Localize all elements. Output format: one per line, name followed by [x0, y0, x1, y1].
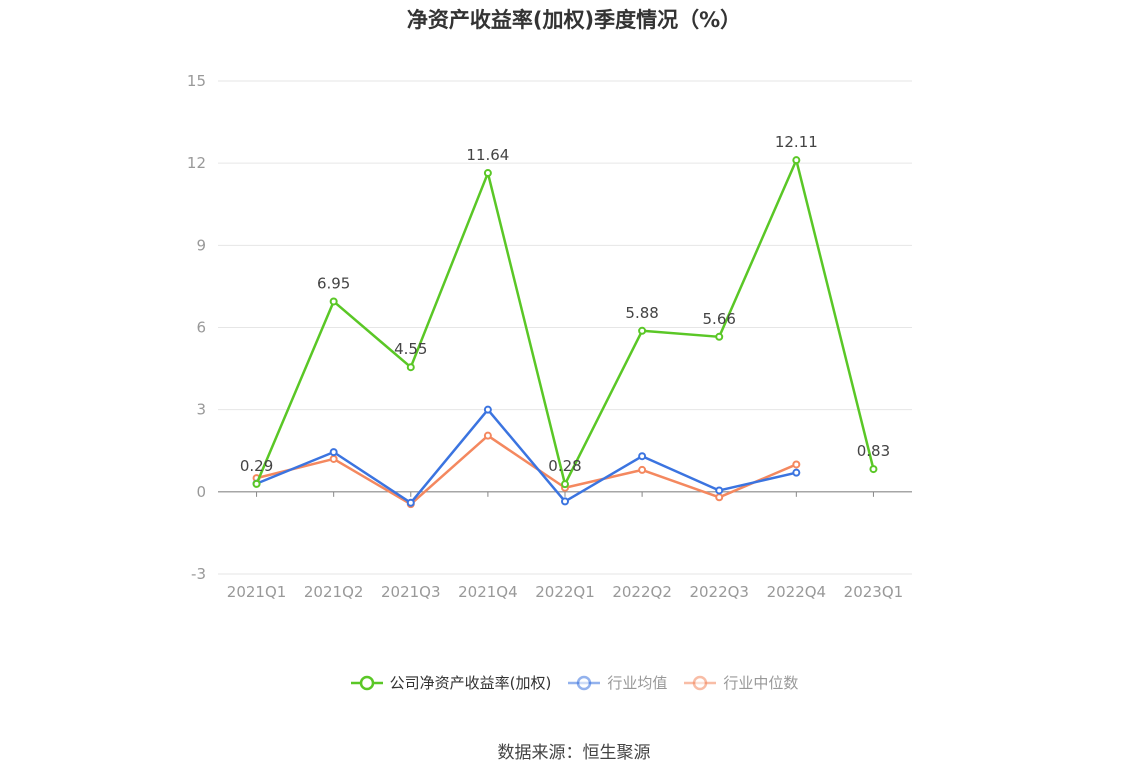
data-point	[792, 468, 801, 477]
data-label: 0.83	[857, 442, 890, 460]
y-tick-label: 12	[187, 154, 206, 172]
x-tick-label: 2021Q3	[381, 583, 441, 601]
y-tick-label: -3	[191, 565, 206, 583]
data-label: 11.64	[466, 146, 509, 164]
x-tick-label: 2021Q4	[458, 583, 518, 601]
data-point	[483, 431, 492, 440]
data-point	[329, 448, 338, 457]
x-tick-label: 2022Q2	[612, 583, 672, 601]
x-tick-label: 2021Q1	[227, 583, 287, 601]
legend-item[interactable]: 行业中位数	[683, 672, 798, 693]
data-label: 5.66	[703, 310, 736, 328]
data-label: 0.28	[548, 457, 581, 475]
y-tick-label: 15	[187, 72, 206, 90]
data-point	[406, 498, 415, 507]
data-point	[792, 156, 801, 165]
data-point	[715, 486, 724, 495]
legend-line-circle-icon	[568, 675, 601, 690]
data-point	[561, 480, 569, 489]
y-tick-label: 3	[196, 401, 206, 419]
data-point	[329, 454, 338, 463]
legend-item[interactable]: 行业均值	[567, 672, 667, 693]
y-tick-label: 6	[196, 319, 206, 337]
data-point	[483, 405, 492, 414]
data-label: 12.11	[775, 133, 818, 151]
data-label: 5.88	[625, 304, 658, 322]
data-point	[252, 479, 261, 488]
x-tick-label: 2022Q4	[767, 583, 827, 601]
legend-label: 公司净资产收益率(加权)	[389, 674, 552, 692]
data-point	[406, 363, 415, 372]
data-source: 数据来源：恒生聚源	[497, 743, 651, 763]
series-line	[256, 434, 797, 506]
legend-item[interactable]: 公司净资产收益率(加权)	[350, 672, 552, 693]
data-point	[329, 297, 338, 306]
y-tick-label: 0	[196, 483, 206, 501]
legend-label: 行业中位数	[723, 674, 799, 692]
data-label: 4.55	[394, 340, 427, 358]
series-line	[256, 408, 797, 505]
chart-title: 净资产收益率(加权)季度情况（%）	[406, 8, 742, 32]
data-label: 0.29	[240, 457, 273, 475]
series-line	[255, 158, 875, 486]
data-point	[638, 465, 647, 474]
x-tick-label: 2022Q1	[535, 583, 595, 601]
legend-line-circle-icon	[350, 675, 383, 690]
line-chart: -3 0 3 6 9 12 15 2021Q1 2021Q2 2021Q3 2021Q4 2022Q1…	[187, 72, 912, 601]
legend-line-circle-icon	[684, 675, 717, 690]
data-point	[792, 460, 801, 469]
x-tick-label: 2023Q1	[844, 583, 904, 601]
x-tick-label: 2022Q3	[689, 583, 749, 601]
data-point	[869, 465, 878, 474]
x-tick-label: 2021Q2	[304, 583, 364, 601]
data-point	[638, 452, 647, 461]
data-point	[638, 326, 647, 335]
data-point	[561, 497, 569, 506]
data-point	[715, 332, 724, 341]
data-point	[715, 493, 724, 502]
y-tick-label: 9	[196, 236, 206, 254]
data-label: 6.95	[317, 274, 350, 292]
data-point	[483, 169, 492, 178]
legend: 公司净资产收益率(加权) 行业均值 行业中位数	[0, 672, 1148, 693]
legend-label: 行业均值	[607, 674, 668, 692]
